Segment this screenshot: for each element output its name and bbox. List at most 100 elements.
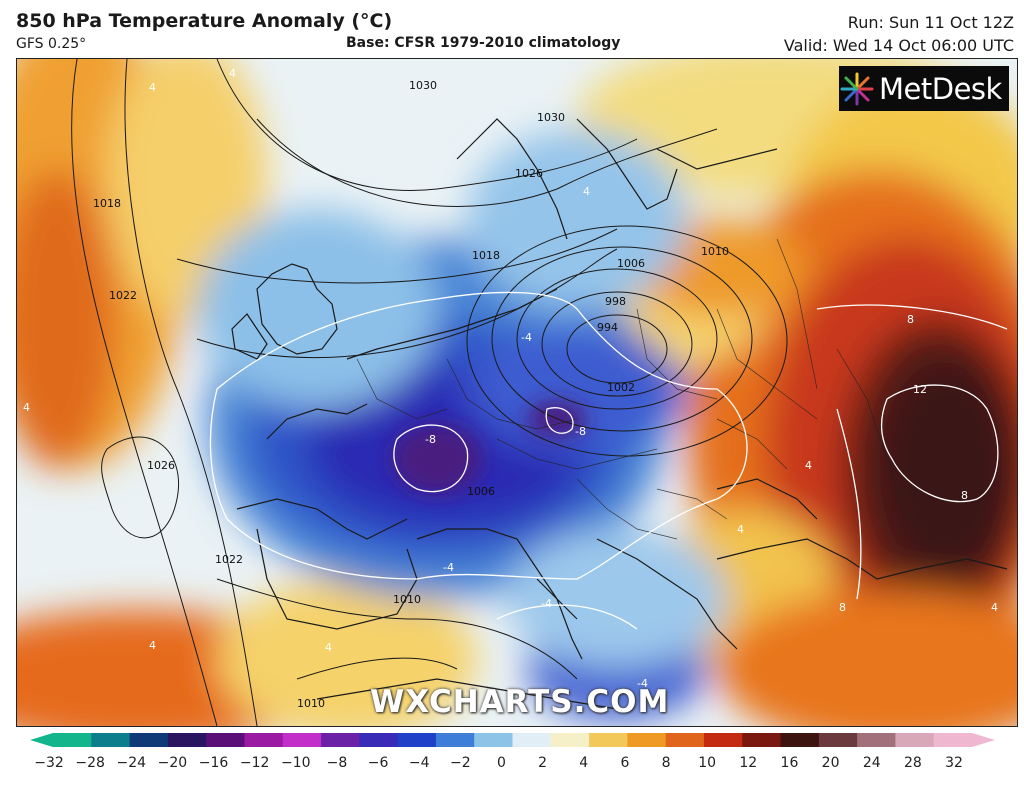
isobar-label: 1018 bbox=[472, 249, 500, 262]
model-label: GFS 0.25° bbox=[16, 36, 87, 52]
colorbar-swatch bbox=[53, 733, 92, 747]
isobar-label: 1010 bbox=[297, 697, 325, 710]
colorbar-swatch bbox=[818, 733, 858, 747]
isobar-label: 1010 bbox=[393, 593, 421, 606]
colorbar-swatch bbox=[550, 733, 590, 747]
isobar-label: 1022 bbox=[109, 289, 137, 302]
colorbar-swatch bbox=[359, 733, 399, 747]
anomaly-label: -8 bbox=[575, 425, 586, 438]
colorbar-swatch bbox=[703, 733, 743, 747]
colorbar-tick-label: 16 bbox=[781, 755, 799, 771]
colorbar-tick-label: −28 bbox=[75, 755, 105, 771]
colorbar-tick-label: 2 bbox=[538, 755, 547, 771]
colorbar: −32 −28 −24 −20 −16 −12 −10 −8 −6 −4 −2 0 2 4 6 8 10 12 16… bbox=[30, 733, 995, 771]
isobar-label: 1030 bbox=[537, 111, 565, 124]
anomaly-label: -4 bbox=[541, 597, 552, 610]
colorbar-swatch bbox=[129, 733, 169, 747]
colorbar-max-arrow bbox=[972, 733, 995, 747]
colorbar-swatch bbox=[933, 733, 973, 747]
colorbar-tick-label: 24 bbox=[863, 755, 881, 771]
colorbar-tick-label: 12 bbox=[739, 755, 757, 771]
colorbar-swatch bbox=[206, 733, 246, 747]
colorbar-tick-label: −4 bbox=[409, 755, 430, 771]
isobar-label: 1030 bbox=[409, 79, 437, 92]
isobar-label: 1002 bbox=[607, 381, 635, 394]
anomaly-label: 4 bbox=[229, 67, 236, 80]
anomaly-shading bbox=[17, 59, 1017, 726]
colorbar-swatch bbox=[780, 733, 820, 747]
isobar-label: 1006 bbox=[467, 485, 495, 498]
isobar-label: 1026 bbox=[147, 459, 175, 472]
colorbar-swatch bbox=[627, 733, 667, 747]
colorbar-tick-label: −20 bbox=[158, 755, 188, 771]
anomaly-label: -8 bbox=[425, 433, 436, 446]
anomaly-map: 1030 1030 1026 1018 1018 1010 1006 998 9… bbox=[16, 58, 1018, 727]
borders bbox=[356, 238, 908, 540]
anomaly-label: 4 bbox=[325, 641, 332, 654]
colorbar-swatch bbox=[167, 733, 207, 747]
anomaly-label: 8 bbox=[907, 313, 914, 326]
isobar-label: 1022 bbox=[215, 553, 243, 566]
colorbar-tick-label: −24 bbox=[116, 755, 146, 771]
anomaly-label: -4 bbox=[637, 677, 648, 690]
anomaly-label: -4 bbox=[443, 561, 454, 574]
climatology-base: Base: CFSR 1979-2010 climatology bbox=[346, 35, 621, 51]
colorbar-swatch bbox=[435, 733, 475, 747]
isobar-label: 1010 bbox=[701, 245, 729, 258]
colorbar-min-arrow bbox=[30, 733, 53, 747]
colorbar-tick-label: 8 bbox=[662, 755, 671, 771]
isobar-label-layer: 1030 1030 1026 1018 1018 1010 1006 998 9… bbox=[93, 79, 729, 710]
metdesk-logo: MetDesk bbox=[839, 66, 1009, 111]
colorbar-swatch bbox=[589, 733, 628, 747]
colorbar-swatch bbox=[474, 733, 514, 747]
logo-text: MetDesk bbox=[879, 71, 1002, 106]
anomaly-label: -4 bbox=[521, 331, 532, 344]
anomaly-label: 8 bbox=[839, 601, 846, 614]
valid-time: Valid: Wed 14 Oct 06:00 UTC bbox=[783, 36, 1014, 55]
colorbar-tick-label: −8 bbox=[327, 755, 348, 771]
isobar-label: 1018 bbox=[93, 197, 121, 210]
colorbar-tick-label: −10 bbox=[281, 755, 311, 771]
colorbar-swatch bbox=[742, 733, 782, 747]
colorbar-tick-label: 20 bbox=[822, 755, 840, 771]
colorbar-swatch bbox=[282, 733, 322, 747]
colorbar-swatch bbox=[512, 733, 552, 747]
colorbar-swatch bbox=[321, 733, 360, 747]
colorbar-tick-label: −2 bbox=[450, 755, 471, 771]
colorbar-tick-label: 0 bbox=[497, 755, 506, 771]
anomaly-label: 4 bbox=[583, 185, 590, 198]
map-svg: 1030 1030 1026 1018 1018 1010 1006 998 9… bbox=[17, 59, 1017, 726]
anomaly-label: 8 bbox=[961, 489, 968, 502]
metdesk-burst-icon bbox=[840, 72, 874, 105]
anomaly-contours bbox=[209, 291, 1008, 630]
isobar-label: 998 bbox=[605, 295, 626, 308]
anomaly-label: 4 bbox=[149, 81, 156, 94]
colorbar-tick-label: −32 bbox=[34, 755, 64, 771]
colorbar-tick-labels: −32 −28 −24 −20 −16 −12 −10 −8 −6 −4 −2 0 2 4 6 8 10 12 16… bbox=[34, 755, 963, 771]
colorbar-tick-label: 32 bbox=[945, 755, 963, 771]
colorbar-swatch bbox=[397, 733, 437, 747]
colorbar-tick-label: 4 bbox=[579, 755, 588, 771]
anomaly-label: 4 bbox=[991, 601, 998, 614]
colorbar-swatch bbox=[857, 733, 897, 747]
colorbar-tick-label: 28 bbox=[904, 755, 922, 771]
colorbar-tick-label: −16 bbox=[199, 755, 229, 771]
isobar-label: 1026 bbox=[515, 167, 543, 180]
chart-title: 850 hPa Temperature Anomaly (°C) bbox=[16, 10, 393, 32]
anomaly-label: 4 bbox=[23, 401, 30, 414]
colorbar-tick-label: 6 bbox=[620, 755, 629, 771]
colorbar-swatches bbox=[53, 733, 973, 747]
isobar-label: 994 bbox=[597, 321, 618, 334]
colorbar-swatch bbox=[895, 733, 935, 747]
anomaly-label: 4 bbox=[737, 523, 744, 536]
anomaly-label: 4 bbox=[805, 459, 812, 472]
anomaly-label: 4 bbox=[149, 639, 156, 652]
colorbar-swatch bbox=[665, 733, 705, 747]
run-time: Run: Sun 11 Oct 12Z bbox=[847, 13, 1014, 32]
anomaly-label: 12 bbox=[913, 383, 927, 396]
colorbar-swatch bbox=[91, 733, 131, 747]
isobars bbox=[71, 59, 788, 726]
anomaly-label-layer: 4 4 4 4 -4 -8 -8 -4 -4 -4 8 12 8 8 4 4 4… bbox=[23, 67, 998, 690]
colorbar-tick-label: 10 bbox=[698, 755, 716, 771]
isobar-label: 1006 bbox=[617, 257, 645, 270]
